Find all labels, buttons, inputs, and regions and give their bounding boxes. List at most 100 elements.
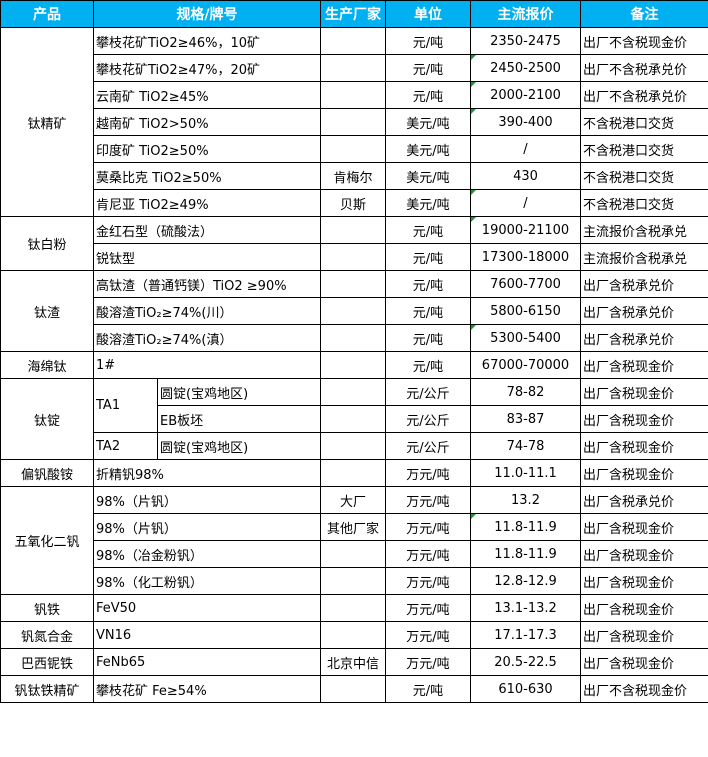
grade-cell: TA2 — [93, 432, 158, 460]
header-maker: 生产厂家 — [320, 0, 386, 28]
spec-cell: EB板坯 — [157, 405, 321, 433]
table-row: 云南矿 TiO2≥45% 元/吨 2000-2100 出厂不含税承兑价 — [1, 81, 708, 109]
unit-cell: 万元/吨 — [385, 513, 471, 541]
spec-cell: FeV50 — [93, 594, 321, 622]
maker-cell — [320, 108, 386, 136]
spec-cell: 酸溶渣TiO₂≥74%(滇） — [93, 324, 321, 352]
product-cell: 偏钒酸铵 — [0, 459, 94, 487]
table-row: 钛锭 TA1 圆锭(宝鸡地区) 元/公斤 78-82 出厂含税现金价 — [0, 378, 708, 460]
table-row: 钛白粉 金红石型（硫酸法） 元/吨 19000-21100 主流报价含税承兑 — [0, 216, 708, 271]
unit-cell: 元/公斤 — [385, 432, 471, 460]
table-row: 偏钒酸铵 折精钒98% 万元/吨 11.0-11.1 出厂含税现金价 — [0, 459, 708, 487]
grade-cell: TA1 — [93, 378, 158, 433]
unit-cell: 元/吨 — [385, 270, 471, 298]
header-product: 产品 — [0, 0, 94, 28]
unit-cell: 元/公斤 — [385, 378, 471, 406]
product-cell: 钒氮合金 — [0, 621, 94, 649]
spec-cell: 金红石型（硫酸法） — [93, 216, 321, 244]
table-row: 钒氮合金 VN16 万元/吨 17.1-17.3 出厂含税现金价 — [0, 621, 708, 649]
table-row: 五氧化二钒 98%（片钒） 大厂 万元/吨 13.2 出厂含税承兑价 — [0, 486, 708, 595]
price-cell: 430 — [470, 162, 581, 190]
price-cell: 74-78 — [470, 432, 581, 460]
note-cell: 主流报价含税承兑 — [580, 216, 708, 244]
price-cell: 11.8-11.9 — [470, 513, 581, 541]
note-cell: 出厂含税现金价 — [580, 378, 708, 406]
price-cell: 13.2 — [470, 486, 581, 514]
maker-cell — [320, 567, 386, 595]
maker-cell — [320, 351, 386, 379]
note-cell: 不含税港口交货 — [580, 108, 708, 136]
note-cell: 出厂含税现金价 — [580, 459, 708, 487]
price-cell: 12.8-12.9 — [470, 567, 581, 595]
price-cell: 67000-70000 — [470, 351, 581, 379]
product-cell: 海绵钛 — [0, 351, 94, 379]
unit-cell: 美元/吨 — [385, 162, 471, 190]
price-cell: 20.5-22.5 — [470, 648, 581, 676]
table-row: 莫桑比克 TiO2≥50% 肯梅尔 美元/吨 430 不含税港口交货 — [1, 162, 708, 190]
note-cell: 出厂含税现金价 — [580, 351, 708, 379]
note-cell: 出厂含税现金价 — [580, 405, 708, 433]
maker-cell — [320, 270, 386, 298]
maker-cell — [320, 594, 386, 622]
table-row: 98%（冶金粉钒） 万元/吨 11.8-11.9 出厂含税现金价 — [1, 540, 708, 568]
unit-cell: 元/吨 — [385, 216, 471, 244]
price-cell: 17.1-17.3 — [470, 621, 581, 649]
unit-cell: 万元/吨 — [385, 459, 471, 487]
price-cell: 5800-6150 — [470, 297, 581, 325]
spec-cell: 攀枝花矿TiO2≥47%，20矿 — [93, 54, 321, 82]
spec-cell: 折精钒98% — [93, 459, 321, 487]
header-unit: 单位 — [385, 0, 471, 28]
product-cell: 钒钛铁精矿 — [0, 675, 94, 703]
price-cell: 11.0-11.1 — [470, 459, 581, 487]
maker-cell — [320, 675, 386, 703]
table-row: 锐钛型 元/吨 17300-18000 主流报价含税承兑 — [1, 243, 708, 271]
unit-cell: 元/吨 — [385, 351, 471, 379]
price-cell: 610-630 — [470, 675, 581, 703]
maker-cell — [320, 459, 386, 487]
table-row: 钛渣 高钛渣（普通钙镁）TiO2 ≥90% 元/吨 7600-7700 出厂含税承兑价 — [0, 270, 708, 352]
product-cell: 五氧化二钒 — [0, 486, 94, 595]
unit-cell: 元/公斤 — [385, 405, 471, 433]
maker-cell — [320, 432, 386, 460]
maker-cell — [320, 81, 386, 109]
table-body: 钛精矿 攀枝花矿TiO2≥46%，10矿 元/吨 2350-2475 出厂不含税现金价攀… — [0, 27, 708, 703]
spec-cell: 攀枝花矿TiO2≥46%，10矿 — [93, 27, 321, 55]
header-price: 主流报价 — [470, 0, 581, 28]
spec-cell: 98%（片钒） — [93, 513, 321, 541]
maker-cell: 北京中信 — [320, 648, 386, 676]
maker-cell: 肯梅尔 — [320, 162, 386, 190]
table-row: 肯尼亚 TiO2≥49% 贝斯 美元/吨 / 不含税港口交货 — [1, 189, 708, 217]
maker-cell — [320, 324, 386, 352]
table-row: 酸溶渣TiO₂≥74%(川） 元/吨 5800-6150 出厂含税承兑价 — [1, 297, 708, 325]
price-cell: / — [470, 135, 581, 163]
note-cell: 出厂含税承兑价 — [580, 324, 708, 352]
spec-cell: 1# — [93, 351, 321, 379]
price-cell: 13.1-13.2 — [470, 594, 581, 622]
spec-cell: VN16 — [93, 621, 321, 649]
maker-cell: 贝斯 — [320, 189, 386, 217]
spec-cell: 圆锭(宝鸡地区) — [157, 378, 321, 406]
spec-cell: 98%（化工粉钒） — [93, 567, 321, 595]
maker-cell — [320, 135, 386, 163]
price-cell: 7600-7700 — [470, 270, 581, 298]
note-cell: 出厂含税现金价 — [580, 648, 708, 676]
note-cell: 出厂不含税承兑价 — [580, 54, 708, 82]
price-table: 产品 规格/牌号 生产厂家 单位 主流报价 备注 钛精矿 攀枝花矿TiO2≥46%… — [0, 0, 708, 703]
maker-cell — [320, 243, 386, 271]
spec-cell: 酸溶渣TiO₂≥74%(川） — [93, 297, 321, 325]
note-cell: 出厂含税承兑价 — [580, 297, 708, 325]
maker-cell: 大厂 — [320, 486, 386, 514]
note-cell: 出厂含税承兑价 — [580, 270, 708, 298]
product-cell: 钒铁 — [0, 594, 94, 622]
table-row: 98%（片钒） 其他厂家 万元/吨 11.8-11.9 出厂含税现金价 — [1, 513, 708, 541]
note-cell: 出厂不含税承兑价 — [580, 81, 708, 109]
spec-cell: 高钛渣（普通钙镁）TiO2 ≥90% — [93, 270, 321, 298]
table-row: 巴西铌铁 FeNb65 北京中信 万元/吨 20.5-22.5 出厂含税现金价 — [0, 648, 708, 676]
unit-cell: 美元/吨 — [385, 189, 471, 217]
spec-cell: 印度矿 TiO2≥50% — [93, 135, 321, 163]
header-note: 备注 — [580, 0, 708, 28]
note-cell: 不含税港口交货 — [580, 135, 708, 163]
maker-cell — [320, 405, 386, 433]
maker-cell — [320, 540, 386, 568]
spec-cell: 攀枝花矿 Fe≥54% — [93, 675, 321, 703]
